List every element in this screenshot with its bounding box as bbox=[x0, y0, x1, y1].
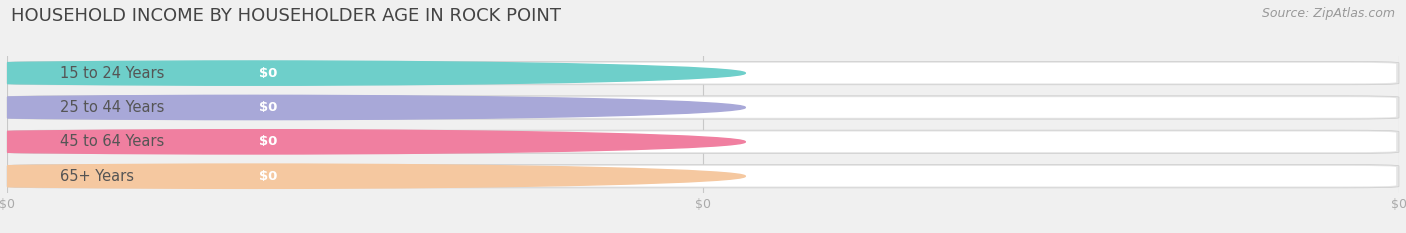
Text: Source: ZipAtlas.com: Source: ZipAtlas.com bbox=[1261, 7, 1395, 20]
Text: $0: $0 bbox=[259, 170, 277, 183]
Text: 25 to 44 Years: 25 to 44 Years bbox=[60, 100, 165, 115]
FancyBboxPatch shape bbox=[7, 96, 1399, 119]
FancyBboxPatch shape bbox=[7, 130, 1399, 154]
Text: $0: $0 bbox=[259, 101, 277, 114]
FancyBboxPatch shape bbox=[24, 63, 1396, 83]
FancyBboxPatch shape bbox=[7, 164, 1399, 188]
FancyBboxPatch shape bbox=[24, 166, 1396, 186]
Text: $0: $0 bbox=[259, 135, 277, 148]
FancyBboxPatch shape bbox=[167, 132, 368, 151]
FancyBboxPatch shape bbox=[24, 131, 1396, 152]
Text: $0: $0 bbox=[259, 67, 277, 80]
FancyBboxPatch shape bbox=[24, 97, 1396, 118]
Text: HOUSEHOLD INCOME BY HOUSEHOLDER AGE IN ROCK POINT: HOUSEHOLD INCOME BY HOUSEHOLDER AGE IN R… bbox=[11, 7, 561, 25]
Text: 45 to 64 Years: 45 to 64 Years bbox=[60, 134, 165, 149]
FancyBboxPatch shape bbox=[167, 167, 368, 186]
Text: 65+ Years: 65+ Years bbox=[60, 169, 134, 184]
Circle shape bbox=[0, 164, 745, 188]
Circle shape bbox=[0, 61, 745, 85]
Text: 15 to 24 Years: 15 to 24 Years bbox=[60, 66, 165, 81]
FancyBboxPatch shape bbox=[167, 63, 368, 83]
Circle shape bbox=[0, 95, 745, 120]
FancyBboxPatch shape bbox=[7, 62, 1399, 85]
FancyBboxPatch shape bbox=[167, 98, 368, 117]
Circle shape bbox=[0, 130, 745, 154]
